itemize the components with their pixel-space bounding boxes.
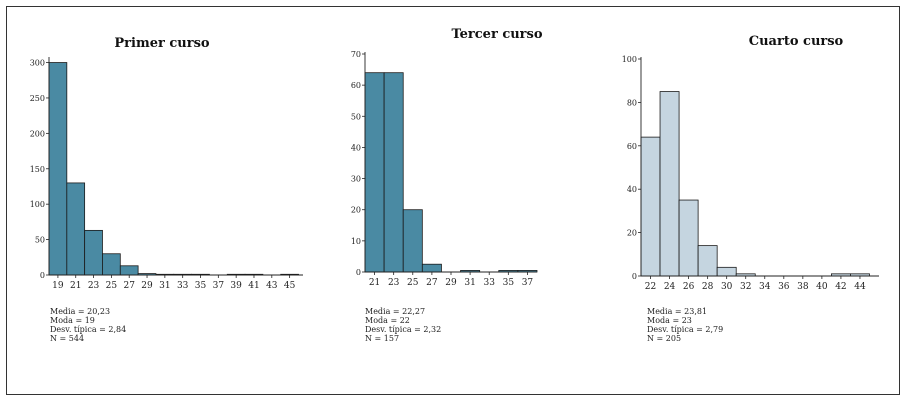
chart-title-2: Tercer curso bbox=[451, 27, 542, 42]
figure-frame: Primer curso 0 50 100 150 200 250 300 19 21 23 25 27… bbox=[6, 6, 900, 395]
x-tick-label: 21 bbox=[369, 278, 380, 288]
x-tick-label: 23 bbox=[388, 278, 400, 288]
x-tick-label: 38 bbox=[797, 282, 809, 292]
histogram-bar bbox=[402, 209, 423, 273]
x-tick-label: 27 bbox=[426, 278, 438, 288]
x-tick-label: 34 bbox=[759, 282, 771, 292]
x-tick-label: 21 bbox=[70, 281, 81, 291]
x-tick-label: 24 bbox=[664, 282, 676, 292]
y-tick-label: 10 bbox=[351, 237, 361, 246]
x-tick-label: 40 bbox=[816, 282, 828, 292]
x-tick-label: 35 bbox=[503, 278, 515, 288]
x-tick-label: 22 bbox=[645, 282, 656, 292]
x-tick-label: 44 bbox=[854, 282, 866, 292]
histogram-bar bbox=[66, 182, 86, 276]
y-tick-label: 300 bbox=[30, 59, 45, 68]
y-tick-label: 100 bbox=[30, 200, 45, 209]
x-tick-label: 42 bbox=[835, 282, 846, 292]
y-tick-label: 200 bbox=[30, 129, 45, 138]
x-tick-label: 45 bbox=[284, 281, 296, 291]
chart-title-1: Primer curso bbox=[114, 36, 209, 51]
y-tick-label: 50 bbox=[35, 236, 45, 245]
x-tick-label: 31 bbox=[159, 281, 170, 291]
histogram-bar bbox=[678, 199, 699, 277]
y-tick-label: 0 bbox=[40, 271, 45, 280]
y-tick-label: 50 bbox=[351, 112, 361, 121]
x-tick-label: 25 bbox=[106, 281, 118, 291]
x-tick-label: 27 bbox=[123, 281, 135, 291]
stats-line: N = 157 bbox=[365, 334, 399, 343]
y-tick-label: 40 bbox=[627, 185, 637, 194]
x-tick-label: 23 bbox=[88, 281, 100, 291]
histogram-bar bbox=[640, 136, 661, 277]
x-tick-label: 32 bbox=[740, 282, 751, 292]
stats-line: Media = 23,81 bbox=[647, 307, 707, 316]
x-tick-label: 29 bbox=[445, 278, 457, 288]
y-tick-label: 70 bbox=[351, 50, 361, 59]
y-tick-label: 250 bbox=[30, 94, 45, 103]
histogram-bar bbox=[102, 253, 121, 276]
x-tick-label: 33 bbox=[483, 278, 495, 288]
stats-line: Media = 20,23 bbox=[50, 307, 110, 316]
x-tick-label: 19 bbox=[52, 281, 64, 291]
stats-line: Moda = 19 bbox=[50, 316, 95, 325]
y-tick-label: 80 bbox=[627, 98, 637, 107]
histogram-bar bbox=[48, 62, 68, 276]
x-tick-label: 26 bbox=[683, 282, 695, 292]
stats-line: Moda = 22 bbox=[365, 316, 410, 325]
histogram-bar bbox=[716, 266, 737, 277]
x-tick-label: 36 bbox=[778, 282, 790, 292]
x-tick-label: 37 bbox=[522, 278, 534, 288]
y-tick-label: 100 bbox=[622, 55, 637, 64]
y-tick-label: 60 bbox=[627, 142, 637, 151]
stats-line: N = 205 bbox=[647, 334, 681, 343]
x-tick-label: 28 bbox=[702, 282, 714, 292]
stats-line: Desv. típica = 2,32 bbox=[365, 325, 441, 334]
y-tick-label: 20 bbox=[627, 229, 637, 238]
histogram-bar bbox=[84, 229, 103, 276]
y-tick-label: 60 bbox=[351, 81, 361, 90]
stats-line: N = 544 bbox=[50, 334, 84, 343]
y-tick-label: 40 bbox=[351, 143, 361, 152]
x-tick-label: 37 bbox=[213, 281, 225, 291]
histogram-bar bbox=[421, 263, 442, 273]
x-tick-label: 41 bbox=[248, 281, 259, 291]
x-tick-label: 29 bbox=[141, 281, 153, 291]
histogram-bar bbox=[383, 72, 404, 273]
stats-line: Desv. típica = 2,79 bbox=[647, 325, 723, 334]
y-tick-label: 20 bbox=[351, 206, 361, 215]
x-tick-label: 25 bbox=[407, 278, 419, 288]
x-tick-label: 39 bbox=[230, 281, 242, 291]
stats-line: Desv. típica = 2,84 bbox=[50, 325, 126, 334]
x-tick-label: 30 bbox=[721, 282, 733, 292]
histogram-bar bbox=[364, 72, 385, 273]
y-tick-label: 30 bbox=[351, 175, 361, 184]
x-tick-label: 33 bbox=[177, 281, 189, 291]
x-tick-label: 43 bbox=[266, 281, 278, 291]
histogram-bar bbox=[659, 91, 680, 277]
stats-line: Media = 22,27 bbox=[365, 307, 425, 316]
x-tick-label: 35 bbox=[195, 281, 207, 291]
y-tick-label: 150 bbox=[30, 165, 45, 174]
histogram-bar bbox=[119, 265, 139, 276]
stats-line: Moda = 23 bbox=[647, 316, 692, 325]
y-tick-label: 0 bbox=[632, 272, 637, 281]
y-tick-label: 0 bbox=[356, 268, 361, 277]
histogram-bar bbox=[697, 245, 718, 277]
x-tick-label: 31 bbox=[464, 278, 475, 288]
chart-title-3: Cuarto curso bbox=[749, 34, 844, 49]
